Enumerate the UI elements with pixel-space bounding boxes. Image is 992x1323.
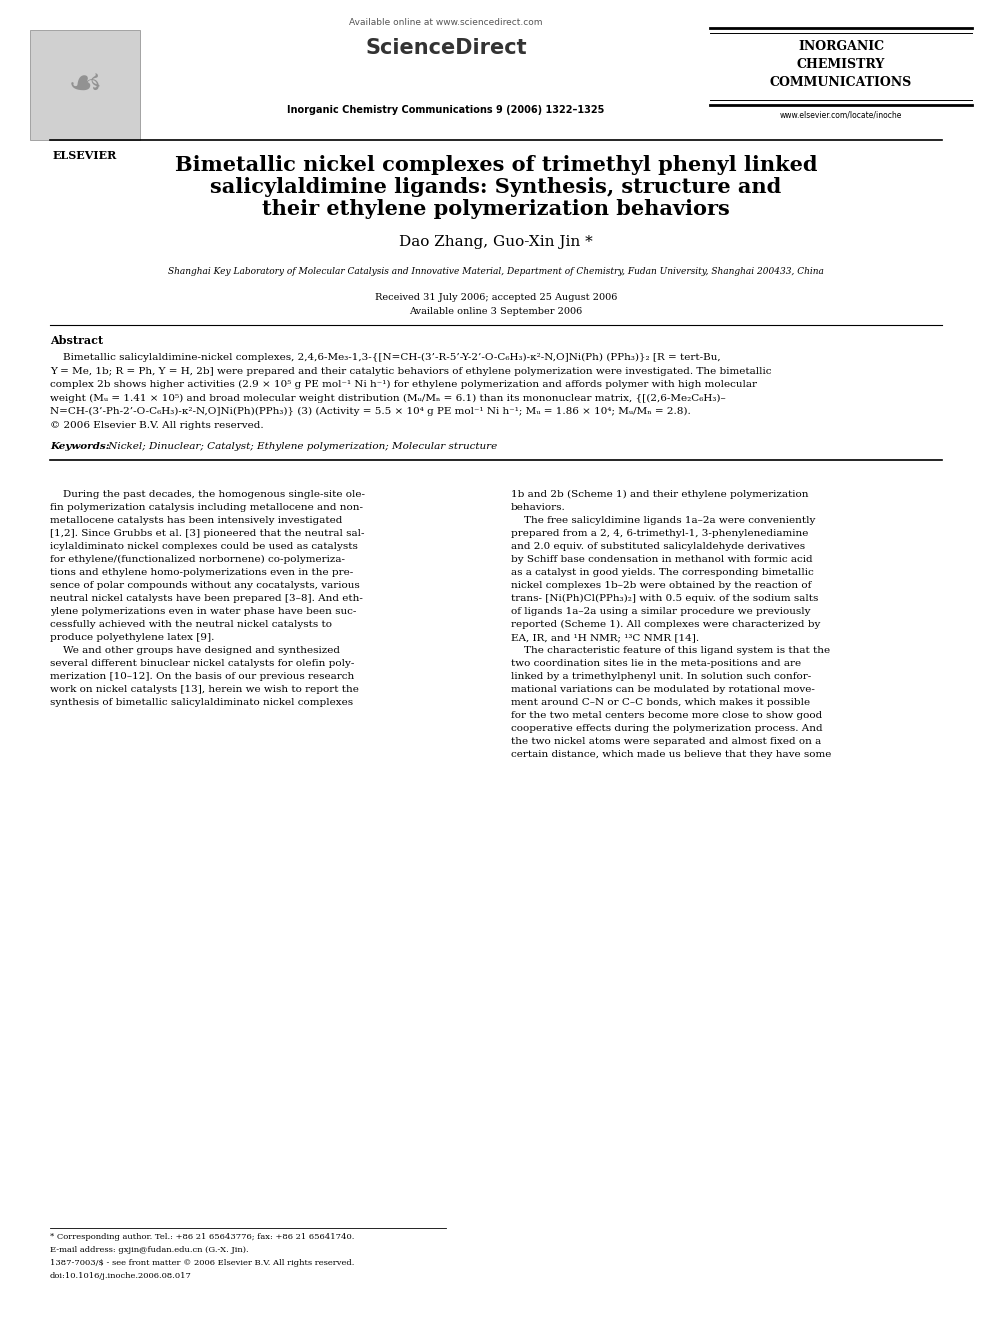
Text: Shanghai Key Laboratory of Molecular Catalysis and Innovative Material, Departme: Shanghai Key Laboratory of Molecular Cat…	[168, 267, 824, 277]
Text: Abstract: Abstract	[50, 335, 103, 347]
Text: E-mail address: gxjin@fudan.edu.cn (G.-X. Jin).: E-mail address: gxjin@fudan.edu.cn (G.-X…	[50, 1246, 249, 1254]
Text: for the two metal centers become more close to show good: for the two metal centers become more cl…	[511, 710, 822, 720]
Text: COMMUNICATIONS: COMMUNICATIONS	[770, 75, 912, 89]
Text: the two nickel atoms were separated and almost fixed on a: the two nickel atoms were separated and …	[511, 737, 821, 746]
Text: nickel complexes 1b–2b were obtained by the reaction of: nickel complexes 1b–2b were obtained by …	[511, 581, 811, 590]
Text: © 2006 Elsevier B.V. All rights reserved.: © 2006 Elsevier B.V. All rights reserved…	[50, 421, 264, 430]
Text: several different binuclear nickel catalysts for olefin poly-: several different binuclear nickel catal…	[50, 659, 354, 668]
Text: and 2.0 equiv. of substituted salicylaldehyde derivatives: and 2.0 equiv. of substituted salicylald…	[511, 542, 806, 550]
Text: weight (Mᵤ = 1.41 × 10⁵) and broad molecular weight distribution (Mᵤ/Mₙ = 6.1) t: weight (Mᵤ = 1.41 × 10⁵) and broad molec…	[50, 393, 726, 402]
Text: Bimetallic salicylaldimine-nickel complexes, 2,4,6-Me₃-1,3-{[N=CH-(3’-R-5’-Y-2’-: Bimetallic salicylaldimine-nickel comple…	[50, 353, 720, 363]
Text: CHEMISTRY: CHEMISTRY	[797, 58, 885, 71]
Text: fin polymerization catalysis including metallocene and non-: fin polymerization catalysis including m…	[50, 503, 363, 512]
Text: Available online 3 September 2006: Available online 3 September 2006	[410, 307, 582, 316]
Text: Dao Zhang, Guo-Xin Jin *: Dao Zhang, Guo-Xin Jin *	[399, 235, 593, 249]
Text: behaviors.: behaviors.	[511, 503, 565, 512]
Text: cooperative effects during the polymerization process. And: cooperative effects during the polymeriz…	[511, 724, 822, 733]
Text: INORGANIC: INORGANIC	[798, 40, 884, 53]
Text: synthesis of bimetallic salicylaldiminato nickel complexes: synthesis of bimetallic salicylaldiminat…	[50, 699, 353, 706]
Text: ScienceDirect: ScienceDirect	[365, 38, 527, 58]
Text: tions and ethylene homo-polymerizations even in the pre-: tions and ethylene homo-polymerizations …	[50, 568, 353, 577]
Text: complex 2b shows higher activities (2.9 × 10⁵ g PE mol⁻¹ Ni h⁻¹) for ethylene po: complex 2b shows higher activities (2.9 …	[50, 380, 757, 389]
Text: During the past decades, the homogenous single-site ole-: During the past decades, the homogenous …	[50, 490, 365, 499]
Text: ment around C–N or C–C bonds, which makes it possible: ment around C–N or C–C bonds, which make…	[511, 699, 810, 706]
Text: Y = Me, 1b; R = Ph, Y = H, 2b] were prepared and their catalytic behaviors of et: Y = Me, 1b; R = Ph, Y = H, 2b] were prep…	[50, 366, 772, 376]
Text: The free salicyldimine ligands 1a–2a were conveniently: The free salicyldimine ligands 1a–2a wer…	[511, 516, 815, 525]
Text: two coordination sites lie in the meta-positions and are: two coordination sites lie in the meta-p…	[511, 659, 802, 668]
Text: linked by a trimethylphenyl unit. In solution such confor-: linked by a trimethylphenyl unit. In sol…	[511, 672, 811, 681]
Text: by Schiff base condensation in methanol with formic acid: by Schiff base condensation in methanol …	[511, 556, 812, 564]
Text: 1387-7003/$ - see front matter © 2006 Elsevier B.V. All rights reserved.: 1387-7003/$ - see front matter © 2006 El…	[50, 1259, 354, 1267]
Text: prepared from a 2, 4, 6-trimethyl-1, 3-phenylenediamine: prepared from a 2, 4, 6-trimethyl-1, 3-p…	[511, 529, 808, 538]
Text: N=CH-(3’-Ph-2’-O-C₆H₃)-κ²-N,O]Ni(Ph)(PPh₃)} (3) (Activity = 5.5 × 10⁴ g PE mol⁻¹: N=CH-(3’-Ph-2’-O-C₆H₃)-κ²-N,O]Ni(Ph)(PPh…	[50, 407, 690, 417]
Text: produce polyethylene latex [9].: produce polyethylene latex [9].	[50, 632, 214, 642]
Text: reported (Scheme 1). All complexes were characterized by: reported (Scheme 1). All complexes were …	[511, 620, 820, 630]
Text: for ethylene/(functionalized norbornene) co-polymeriza-: for ethylene/(functionalized norbornene)…	[50, 556, 345, 564]
Text: Bimetallic nickel complexes of trimethyl phenyl linked: Bimetallic nickel complexes of trimethyl…	[175, 155, 817, 175]
Text: Available online at www.sciencedirect.com: Available online at www.sciencedirect.co…	[349, 19, 543, 26]
Text: sence of polar compounds without any cocatalysts, various: sence of polar compounds without any coc…	[50, 581, 360, 590]
Text: Received 31 July 2006; accepted 25 August 2006: Received 31 July 2006; accepted 25 Augus…	[375, 292, 617, 302]
Text: [1,2]. Since Grubbs et al. [3] pioneered that the neutral sal-: [1,2]. Since Grubbs et al. [3] pioneered…	[50, 529, 364, 538]
Text: trans- [Ni(Ph)Cl(PPh₃)₂] with 0.5 equiv. of the sodium salts: trans- [Ni(Ph)Cl(PPh₃)₂] with 0.5 equiv.…	[511, 594, 818, 603]
Text: ELSEVIER: ELSEVIER	[53, 149, 117, 161]
Text: neutral nickel catalysts have been prepared [3–8]. And eth-: neutral nickel catalysts have been prepa…	[50, 594, 363, 603]
Text: ylene polymerizations even in water phase have been suc-: ylene polymerizations even in water phas…	[50, 607, 356, 617]
Text: We and other groups have designed and synthesized: We and other groups have designed and sy…	[50, 646, 340, 655]
Text: Nickel; Dinuclear; Catalyst; Ethylene polymerization; Molecular structure: Nickel; Dinuclear; Catalyst; Ethylene po…	[105, 442, 497, 451]
Text: 1b and 2b (Scheme 1) and their ethylene polymerization: 1b and 2b (Scheme 1) and their ethylene …	[511, 490, 808, 499]
Text: www.elsevier.com/locate/inoche: www.elsevier.com/locate/inoche	[780, 110, 902, 119]
Bar	[30, 30, 140, 140]
Text: * Corresponding author. Tel.: +86 21 65643776; fax: +86 21 65641740.: * Corresponding author. Tel.: +86 21 656…	[50, 1233, 354, 1241]
Text: ☙: ☙	[67, 66, 102, 105]
Text: The characteristic feature of this ligand system is that the: The characteristic feature of this ligan…	[511, 646, 830, 655]
Text: merization [10–12]. On the basis of our previous research: merization [10–12]. On the basis of our …	[50, 672, 354, 681]
Text: Inorganic Chemistry Communications 9 (2006) 1322–1325: Inorganic Chemistry Communications 9 (20…	[288, 105, 605, 115]
Text: of ligands 1a–2a using a similar procedure we previously: of ligands 1a–2a using a similar procedu…	[511, 607, 810, 617]
Text: metallocene catalysts has been intensively investigated: metallocene catalysts has been intensive…	[50, 516, 342, 525]
Text: work on nickel catalysts [13], herein we wish to report the: work on nickel catalysts [13], herein we…	[50, 685, 359, 695]
Text: their ethylene polymerization behaviors: their ethylene polymerization behaviors	[262, 198, 730, 220]
Text: cessfully achieved with the neutral nickel catalysts to: cessfully achieved with the neutral nick…	[50, 620, 332, 628]
Text: mational variations can be modulated by rotational move-: mational variations can be modulated by …	[511, 685, 814, 695]
Text: doi:10.1016/j.inoche.2006.08.017: doi:10.1016/j.inoche.2006.08.017	[50, 1271, 191, 1279]
Text: EA, IR, and ¹H NMR; ¹³C NMR [14].: EA, IR, and ¹H NMR; ¹³C NMR [14].	[511, 632, 699, 642]
Text: certain distance, which made us believe that they have some: certain distance, which made us believe …	[511, 750, 831, 759]
Text: Keywords:: Keywords:	[50, 442, 113, 451]
Text: icylaldiminato nickel complexes could be used as catalysts: icylaldiminato nickel complexes could be…	[50, 542, 358, 550]
Text: salicylaldimine ligands: Synthesis, structure and: salicylaldimine ligands: Synthesis, stru…	[210, 177, 782, 197]
Text: as a catalyst in good yields. The corresponding bimetallic: as a catalyst in good yields. The corres…	[511, 568, 813, 577]
